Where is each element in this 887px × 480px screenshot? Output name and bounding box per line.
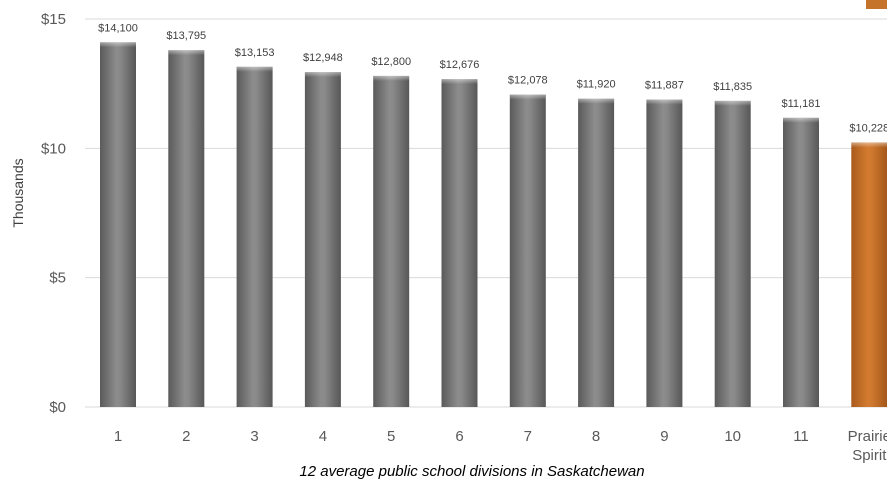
bar-body xyxy=(578,98,615,407)
bar-body xyxy=(441,79,478,407)
x-axis-category-labels: 1 2 3 4 5 6 7 8 9 10 11 Prairie Spirit xyxy=(114,428,887,464)
bar-body xyxy=(851,142,887,407)
y-tick-label: $5 xyxy=(49,270,66,287)
x-tick-label: 5 xyxy=(387,428,395,445)
bar-top-highlight xyxy=(851,142,887,148)
bar xyxy=(304,72,341,407)
bar-top-highlight xyxy=(646,99,683,105)
bar xyxy=(100,42,136,407)
bar-top-highlight xyxy=(441,79,478,85)
x-tick-label: 1 xyxy=(114,428,122,445)
x-axis-title: 12 average public school divisions in Sa… xyxy=(299,463,644,480)
x-tick-label: 9 xyxy=(660,428,668,445)
data-label: $13,153 xyxy=(235,47,275,59)
bar-top-highlight xyxy=(578,98,615,104)
bar-top-highlight xyxy=(100,42,136,48)
bar-top-highlight xyxy=(509,94,546,100)
data-label: $12,676 xyxy=(440,59,480,71)
bar-top-highlight xyxy=(373,75,410,81)
bar xyxy=(441,79,478,407)
y-tick-label: $0 xyxy=(49,399,66,416)
bar xyxy=(783,117,819,408)
x-tick-label: 6 xyxy=(455,428,463,445)
bar-body xyxy=(168,50,205,407)
data-label: $11,181 xyxy=(782,98,821,110)
data-label: $12,800 xyxy=(371,56,411,68)
data-label: $11,835 xyxy=(713,81,752,93)
y-axis-title: Thousands xyxy=(10,158,26,227)
corner-legend-swatch xyxy=(866,0,887,9)
data-label: $12,078 xyxy=(508,75,548,87)
bar xyxy=(373,75,410,407)
data-label: $10,228 xyxy=(849,122,887,134)
x-tick-label: 7 xyxy=(524,428,532,445)
bar xyxy=(646,99,683,407)
gridlines xyxy=(85,18,887,408)
data-labels: $14,100 $13,795 $13,153 $12,948 $12,800 $12,6… xyxy=(98,22,887,134)
bar-body xyxy=(373,75,410,407)
bar-body xyxy=(783,117,819,408)
bar xyxy=(236,66,273,408)
bar-top-highlight xyxy=(304,72,341,78)
y-axis-tick-labels: $0 $5 $10 $15 xyxy=(41,11,66,416)
bar xyxy=(168,50,205,407)
bar-body xyxy=(509,94,546,407)
bar-top-highlight xyxy=(714,100,751,106)
bar xyxy=(509,94,546,407)
y-tick-label: $10 xyxy=(41,140,66,157)
data-label: $11,887 xyxy=(645,80,684,92)
data-label: $13,795 xyxy=(166,30,206,42)
bar-body xyxy=(646,99,683,407)
data-label: $12,948 xyxy=(303,52,343,64)
bar-body xyxy=(236,66,273,408)
bar-top-highlight xyxy=(783,117,819,123)
bar-top-highlight xyxy=(236,66,273,72)
x-tick-label: 2 xyxy=(182,428,190,445)
x-tick-label: Prairie Spirit xyxy=(848,428,887,464)
bar xyxy=(851,142,887,407)
bar-body xyxy=(100,42,136,407)
y-tick-label: $15 xyxy=(41,11,66,28)
x-tick-label: 3 xyxy=(250,428,258,445)
bar-top-highlight xyxy=(168,50,205,56)
x-tick-label: 10 xyxy=(724,428,741,445)
bar xyxy=(714,100,751,408)
x-tick-label: 11 xyxy=(793,428,809,445)
x-tick-label: 8 xyxy=(592,428,600,445)
bar-body xyxy=(304,72,341,407)
bar-body xyxy=(714,100,751,408)
bar xyxy=(578,98,615,407)
bars xyxy=(100,42,887,408)
data-label: $14,100 xyxy=(98,22,138,34)
x-tick-label: 4 xyxy=(319,428,327,445)
data-label: $11,920 xyxy=(577,79,616,91)
